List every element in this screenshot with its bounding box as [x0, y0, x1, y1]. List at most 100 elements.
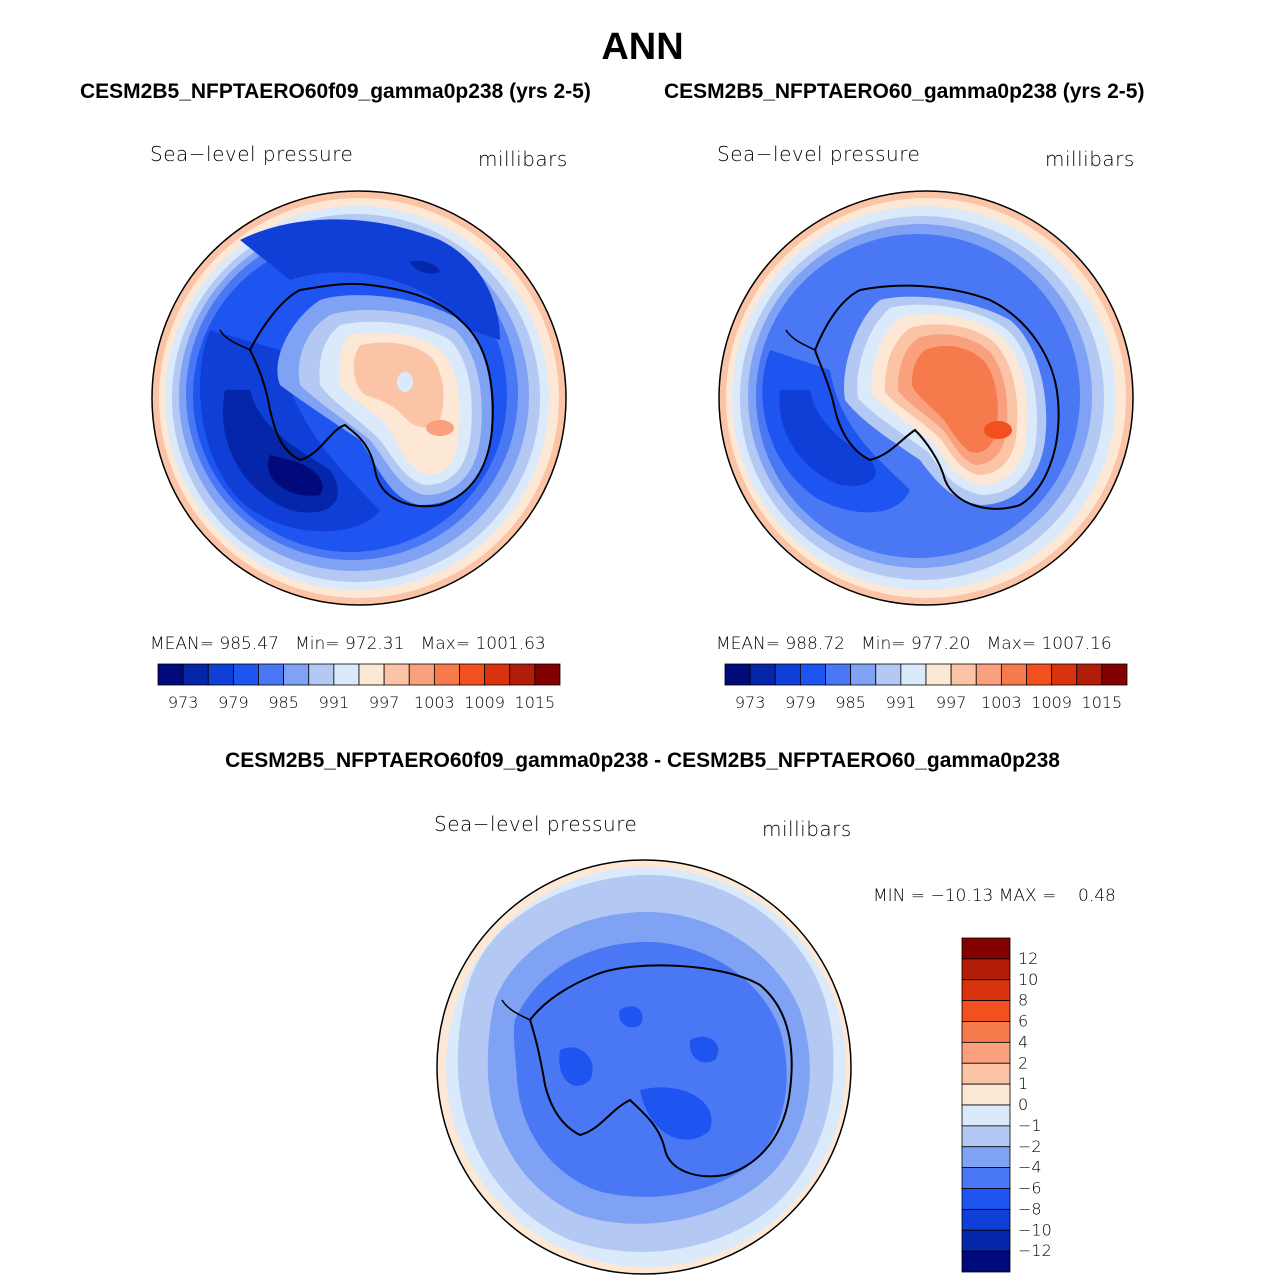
colorbar-swatch	[283, 663, 310, 686]
colorbar-tick-label: 985	[835, 693, 866, 712]
colorbar-tick-label: 12	[1018, 949, 1038, 968]
colorbar-tick-label: −8	[1018, 1199, 1042, 1218]
colorbar-tick-label: 973	[168, 693, 199, 712]
colorbar-tick-label: −10	[1018, 1220, 1052, 1239]
colorbar-swatch	[961, 1021, 1011, 1043]
colorbar-swatch	[509, 663, 536, 686]
colorbar-swatch	[408, 663, 435, 686]
left-max-value: 1001.63	[475, 634, 546, 654]
colorbar-tick-label: 997	[936, 693, 967, 712]
colorbar-tick-label: 8	[1018, 991, 1028, 1010]
colorbar-swatch	[961, 1146, 1011, 1169]
colorbar-swatch	[925, 663, 952, 686]
left-map	[152, 191, 566, 605]
colorbar-tick-label: 979	[218, 693, 249, 712]
colorbar-swatch	[961, 1041, 1011, 1064]
colorbar-tick-label: 1015	[1082, 693, 1123, 712]
colorbar-tick-label: 991	[886, 693, 917, 712]
left-mean-label: MEAN=	[150, 634, 214, 654]
right-variable-label: Sea−level pressure	[717, 142, 921, 166]
right-mean-value: 988.72	[785, 634, 845, 654]
left-map-border	[151, 190, 567, 606]
page-title: ANN	[601, 26, 684, 68]
left-max-label: Max=	[420, 634, 471, 654]
colorbar-swatch	[961, 1208, 1011, 1231]
colorbar-swatch	[1000, 663, 1027, 686]
right-units-label: millibars	[1045, 147, 1135, 171]
colorbar-tick-label: 997	[369, 693, 400, 712]
colorbar-swatch	[850, 663, 877, 686]
colorbar-swatch	[961, 958, 1011, 981]
left-colorbar: 973 979 985 991 997 1003 1009 1015	[157, 663, 561, 712]
diff-map-border	[436, 859, 852, 1275]
colorbar-tick-label: 0	[1018, 1095, 1028, 1114]
colorbar-swatch	[207, 663, 234, 686]
colorbar-swatch	[961, 1250, 1011, 1273]
colorbar-swatch	[975, 663, 1002, 686]
colorbar-swatch	[534, 663, 561, 686]
colorbar-swatch	[961, 1125, 1011, 1148]
colorbar-tick-label: 1003	[981, 693, 1022, 712]
colorbar-tick-label: −1	[1018, 1116, 1042, 1135]
colorbar-swatch	[157, 663, 184, 686]
colorbar-tick-label: 973	[735, 693, 766, 712]
right-max-label: Max=	[986, 634, 1037, 654]
colorbar-tick-label: 1009	[464, 693, 505, 712]
colorbar-swatch	[433, 663, 460, 686]
colorbar-swatch	[358, 663, 385, 686]
right-mean-label: MEAN=	[716, 634, 780, 654]
colorbar-swatch	[799, 663, 826, 686]
left-min-label: Min=	[295, 634, 340, 654]
right-map-border	[718, 190, 1134, 606]
colorbar-tick-label: −4	[1018, 1158, 1042, 1177]
colorbar-swatch	[961, 1229, 1011, 1252]
colorbar-swatch	[961, 1167, 1011, 1189]
right-run-title: CESM2B5_NFPTAERO60_gamma0p238 (yrs 2-5)	[664, 80, 1145, 103]
diff-map	[437, 860, 851, 1274]
colorbar-tick-label: −12	[1018, 1241, 1052, 1260]
colorbar-tick-label: 1009	[1031, 693, 1072, 712]
right-map	[719, 191, 1133, 605]
left-units-label: millibars	[478, 147, 568, 171]
colorbar-tick-label: 1003	[414, 693, 455, 712]
colorbar-swatch	[459, 663, 486, 686]
colorbar-swatch	[1051, 663, 1078, 686]
colorbar-swatch	[484, 663, 511, 686]
colorbar-swatch	[950, 663, 977, 686]
left-stats: MEAN= 985.47 Min= 972.31 Max= 1001.63	[150, 634, 546, 654]
colorbar-swatch	[961, 1000, 1011, 1022]
colorbar-tick-label: 1015	[515, 693, 556, 712]
left-mean-value: 985.47	[219, 634, 279, 654]
colorbar-swatch	[774, 663, 801, 686]
right-min-value: 977.20	[910, 634, 971, 654]
colorbar-tick-label: 985	[268, 693, 299, 712]
colorbar-tick-label: 991	[319, 693, 350, 712]
right-colorbar: 973 979 985 991 997 1003 1009 1015	[724, 663, 1128, 712]
colorbar-tick-label: 979	[785, 693, 816, 712]
colorbar-swatch	[1026, 663, 1053, 686]
colorbar-swatch	[383, 663, 410, 686]
colorbar-swatch	[1076, 663, 1103, 686]
colorbar-swatch	[1101, 663, 1128, 686]
colorbar-tick-label: 6	[1018, 1012, 1028, 1031]
colorbar-tick-label: −2	[1018, 1137, 1042, 1156]
colorbar-swatch	[258, 663, 285, 686]
colorbar-swatch	[900, 663, 927, 686]
colorbar-swatch	[749, 663, 776, 686]
diff-units-label: millibars	[762, 817, 852, 841]
colorbar-tick-label: 1	[1018, 1074, 1028, 1093]
right-stats: MEAN= 988.72 Min= 977.20 Max= 1007.16	[716, 634, 1112, 654]
colorbar-swatch	[724, 663, 751, 686]
colorbar-tick-label: 4	[1018, 1032, 1028, 1051]
colorbar-swatch	[825, 663, 852, 686]
diff-run-title: CESM2B5_NFPTAERO60f09_gamma0p238 - CESM2…	[225, 749, 1060, 772]
left-variable-label: Sea−level pressure	[150, 142, 354, 166]
colorbar-swatch	[232, 663, 259, 686]
right-min-label: Min=	[861, 634, 906, 654]
colorbar-swatch	[961, 1104, 1011, 1127]
colorbar-swatch	[875, 663, 902, 686]
colorbar-tick-label: 10	[1018, 970, 1038, 989]
left-min-value: 972.31	[344, 634, 405, 654]
